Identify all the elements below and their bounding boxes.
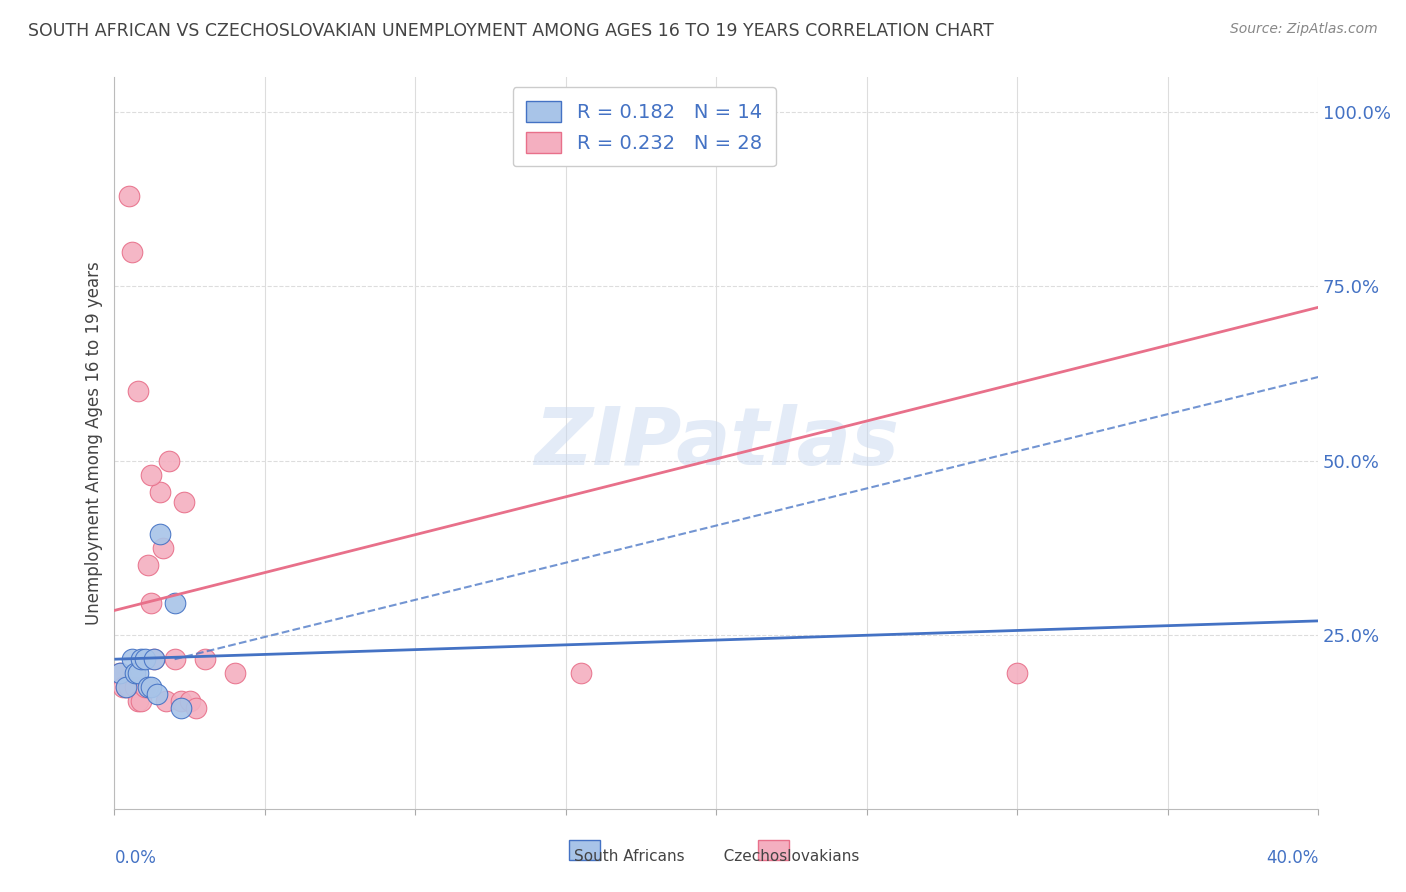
Point <box>127 666 149 681</box>
Text: ZIPatlas: ZIPatlas <box>534 404 898 483</box>
Point <box>131 694 153 708</box>
Point <box>184 701 207 715</box>
Point <box>169 694 191 708</box>
Point <box>124 666 146 681</box>
Point <box>139 597 162 611</box>
Point <box>131 652 153 666</box>
Point <box>110 666 132 681</box>
Point <box>142 652 165 666</box>
Point <box>173 495 195 509</box>
Point <box>136 558 159 573</box>
Point <box>157 453 180 467</box>
Point <box>148 485 170 500</box>
Point <box>124 680 146 694</box>
Point <box>115 680 138 694</box>
Point <box>112 680 135 694</box>
Point <box>127 694 149 708</box>
Point <box>118 189 141 203</box>
Point <box>136 680 159 694</box>
Point <box>155 694 177 708</box>
Point <box>115 680 138 694</box>
Point <box>127 384 149 398</box>
Point <box>169 701 191 715</box>
Point <box>145 687 167 701</box>
Point <box>194 652 217 666</box>
Point <box>179 694 201 708</box>
Point <box>134 680 156 694</box>
Point <box>163 597 186 611</box>
Text: 40.0%: 40.0% <box>1265 849 1319 867</box>
Point <box>142 652 165 666</box>
Legend: R = 0.182   N = 14, R = 0.232   N = 28: R = 0.182 N = 14, R = 0.232 N = 28 <box>513 87 776 167</box>
Point <box>121 244 143 259</box>
Point <box>224 666 246 681</box>
Text: Source: ZipAtlas.com: Source: ZipAtlas.com <box>1230 22 1378 37</box>
Point <box>152 541 174 555</box>
Point <box>139 680 162 694</box>
Text: South Africans        Czechoslovakians: South Africans Czechoslovakians <box>574 849 859 864</box>
Text: 0.0%: 0.0% <box>114 849 156 867</box>
Point <box>1005 666 1028 681</box>
Point <box>110 666 132 681</box>
Point <box>139 467 162 482</box>
Text: SOUTH AFRICAN VS CZECHOSLOVAKIAN UNEMPLOYMENT AMONG AGES 16 TO 19 YEARS CORRELAT: SOUTH AFRICAN VS CZECHOSLOVAKIAN UNEMPLO… <box>28 22 994 40</box>
Point <box>118 680 141 694</box>
Point <box>163 652 186 666</box>
Y-axis label: Unemployment Among Ages 16 to 19 years: Unemployment Among Ages 16 to 19 years <box>86 261 103 625</box>
Point <box>569 666 592 681</box>
Point <box>121 652 143 666</box>
Point <box>148 526 170 541</box>
Point <box>134 652 156 666</box>
